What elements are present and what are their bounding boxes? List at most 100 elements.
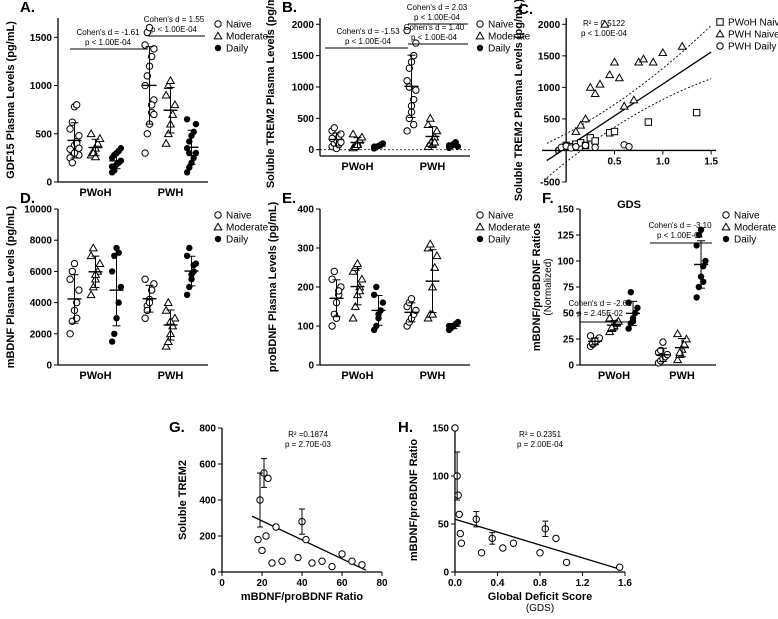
y-tick-label: 2000 [538,20,561,31]
data-point [451,424,459,432]
y-tick-label: 0 [308,145,314,156]
data-point [264,474,272,483]
data-point [348,557,356,565]
annotation-p: p < 1.00E-04 [414,13,461,22]
y-axis-label: Soluble TREM2 Plasma Levels (pg/mL) [265,0,277,188]
data-point [552,534,560,543]
data-point [186,164,193,171]
panel-label: A. [20,0,35,16]
y-tick-label: 4000 [30,298,53,309]
data-point [86,128,96,138]
p-value: p < 1.00E-04 [581,29,628,38]
data-point [163,336,173,345]
y-tick-label: 300 [297,244,314,255]
annotation-text: Cohen's d = 1.55 [144,15,205,24]
data-point [73,314,81,322]
legend-marker [715,29,725,38]
data-point [111,330,118,337]
data-point [86,250,96,260]
x-tick-label: 1.6 [618,578,632,589]
data-point [150,110,158,119]
legend-label: PWoH Naive [728,18,778,29]
data-point [192,120,200,128]
data-point [190,154,197,162]
data-point [455,510,463,519]
data-point [95,258,105,267]
data-point [657,346,665,355]
data-point [141,314,149,322]
ci-upper [546,25,712,144]
panel-C: -500 0 500 1000 1500 2000 0.5 1.0 1.5 C.Soluble T… [513,0,778,211]
data-point [595,79,605,88]
legend-marker [214,44,222,52]
data-point [693,242,700,249]
y-tick-label: 200 [199,532,216,543]
data-point [170,313,180,322]
data-point [348,313,358,322]
x-axis-label: mBDNF/proBDNF Ratio [241,591,363,603]
y-axis-label: GDF15 Plasma Levels (pg/mL) [5,21,17,179]
group-label: PWH [158,370,184,382]
data-point [258,546,266,555]
y-tick-label: -500 [540,178,560,189]
y-tick-label: 400 [199,496,216,507]
x-tick-label: 0.4 [491,578,505,589]
legend-label: Daily [734,235,756,246]
y-tick-label: 2000 [292,20,315,31]
y-axis-label: proBDNF Plasma Levels (pg/mL) [267,201,279,372]
y-axis-label: Soluble TREM2 [177,460,189,540]
y-axis-label-2: (Normalized) [543,258,554,315]
data-point [658,47,668,57]
annotation-text: Cohen's d = -1.61 [76,28,140,37]
x-tick-label: 0.8 [533,578,547,589]
data-point [454,491,462,499]
data-point [148,101,156,109]
data-point [294,553,302,562]
group-label: PWoH [598,370,630,382]
data-point [348,129,358,138]
legend-marker [476,20,484,28]
y-axis-label: mBDNF/proBDNF Ratio [408,439,420,561]
group-label: PWH [420,161,446,173]
data-point [262,532,270,540]
data-point [648,57,658,66]
data-point [148,52,156,61]
y-tick-label: 1500 [292,51,315,62]
y-tick-label: 150 [557,205,574,216]
data-point [619,101,629,110]
legend-marker [476,211,484,219]
data-point [454,318,462,326]
data-point [141,149,149,157]
data-point [163,80,173,89]
data-point [68,159,77,167]
legend-label: Moderate [488,32,531,43]
legend-marker [214,211,222,219]
y-tick-label: 600 [199,460,216,471]
data-point [143,130,152,138]
data-point [150,45,158,53]
panel-G: 0 200 400 600 800 0 20 40 60 80 G. Soluble TREM2 mBD… [169,419,388,603]
legend-label: PWH Daily [728,42,776,53]
data-point [165,75,176,85]
legend-marker [213,222,223,231]
data-point [677,41,687,50]
data-point [373,283,380,291]
legend-label: Naive [226,211,252,222]
data-point [509,539,518,547]
legend-label: Naive [734,211,760,222]
data-point [702,257,709,265]
data-point [697,226,705,233]
y-tick-label: 500 [297,114,314,125]
data-point [183,252,191,259]
data-point [457,539,466,547]
data-point [629,95,639,104]
data-point [66,330,74,338]
x-tick-label: 1.5 [704,156,718,167]
data-point [425,239,435,248]
legend-marker [476,235,484,243]
data-point [403,77,411,85]
data-point [403,127,411,135]
x-tick-label: 1.0 [656,156,670,167]
legend-label: PWH Naive [728,30,778,41]
